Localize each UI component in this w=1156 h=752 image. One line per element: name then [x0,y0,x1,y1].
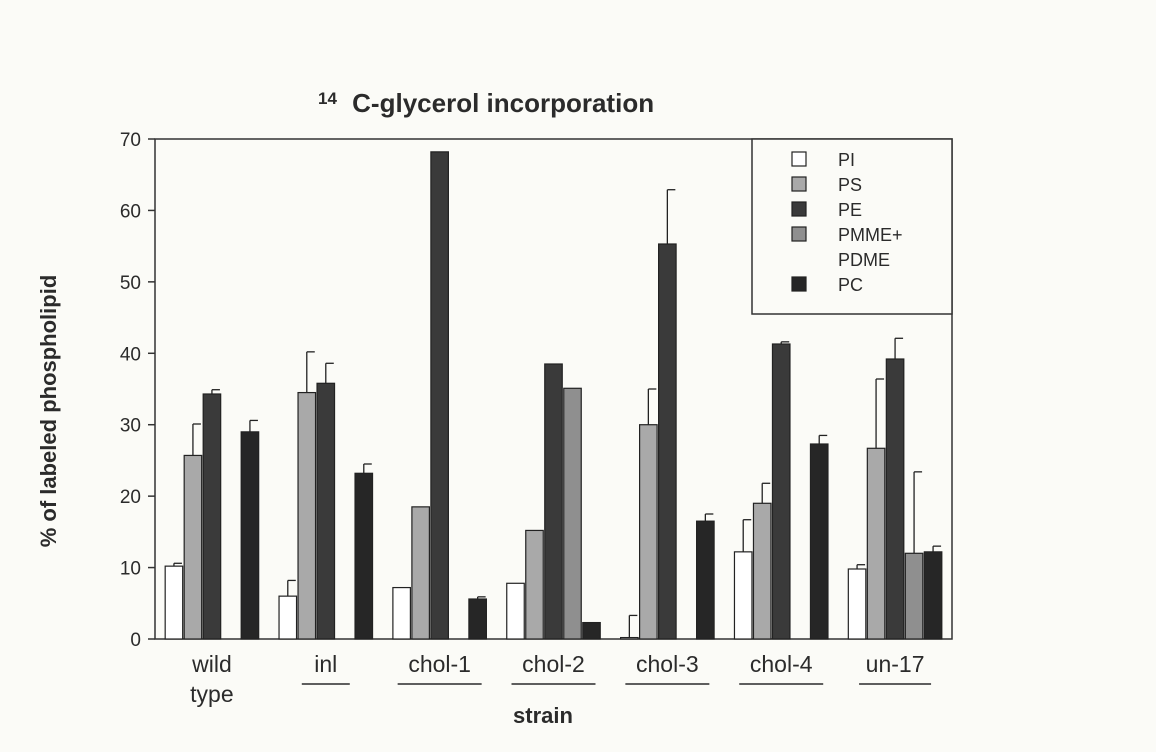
legend-label: PDME [838,250,890,270]
bar [544,363,563,640]
bar [639,424,658,640]
legend-swatch [791,276,807,292]
x-axis: wild type inl chol-1 chol-2 chol-3 chol-4 un-17 [190,651,932,707]
y-tick-label: 30 [120,416,141,437]
bar [430,151,449,640]
y-axis-label: % of labeled phospholipid [36,275,61,548]
bar [468,598,487,640]
chart-title: 14 C-glycerol incorporation [318,80,654,118]
y-tick-label: 40 [120,344,141,365]
x-tick-label: un-17 [866,651,925,677]
legend-label: PE [838,200,862,220]
bar [316,382,336,640]
bar [525,529,544,640]
bar [658,243,677,640]
x-tick-label: chol-1 [408,651,471,677]
legend-swatch [791,176,807,192]
y-tick-label: 20 [120,487,141,508]
bar [733,551,753,640]
chart-title-superscript: 14 [318,89,337,108]
bar [563,387,582,640]
y-tick-label: 50 [120,273,141,294]
bar [297,391,317,640]
bar [809,443,829,640]
legend-swatch [791,226,807,242]
bar [354,472,374,640]
x-tick-label: wild [191,651,232,677]
bar [923,551,943,640]
legend-label: PC [838,275,863,295]
bar [752,502,772,640]
bars-layer [164,151,943,640]
bar [392,586,411,640]
error-bars-layer [173,189,942,638]
legend: PI PS PE PMME+ PDME PC [751,138,953,315]
x-tick-label: chol-2 [522,651,585,677]
legend-swatch [791,201,807,217]
bar [866,447,886,640]
x-tick-label: type [190,681,233,707]
x-tick-label: inl [314,651,337,677]
bar [411,506,430,640]
legend-label: PI [838,150,855,170]
bar [240,431,260,640]
bar [620,636,639,640]
bar [202,393,222,640]
bar [582,621,601,640]
legend-label: PS [838,175,862,195]
bar [847,568,867,640]
bar [696,520,715,640]
x-tick-label: chol-3 [636,651,699,677]
legend-label: PMME+ [838,225,903,245]
y-axis: 0 10 20 30 40 50 60 70 [120,130,155,651]
bar [771,343,791,640]
bar [904,552,924,640]
legend-swatch [791,151,807,167]
x-axis-label: strain [513,703,573,728]
y-tick-label: 70 [120,130,141,151]
y-tick-label: 60 [120,201,141,222]
bar [278,595,298,640]
legend-box [751,138,953,315]
bar [164,565,184,640]
y-tick-label: 10 [120,559,141,580]
bar [885,358,905,640]
bar [183,454,203,640]
bar [506,582,525,640]
y-tick-label: 0 [130,630,141,651]
chart-title-text: C-glycerol incorporation [352,88,654,118]
x-tick-label: chol-4 [750,651,813,677]
